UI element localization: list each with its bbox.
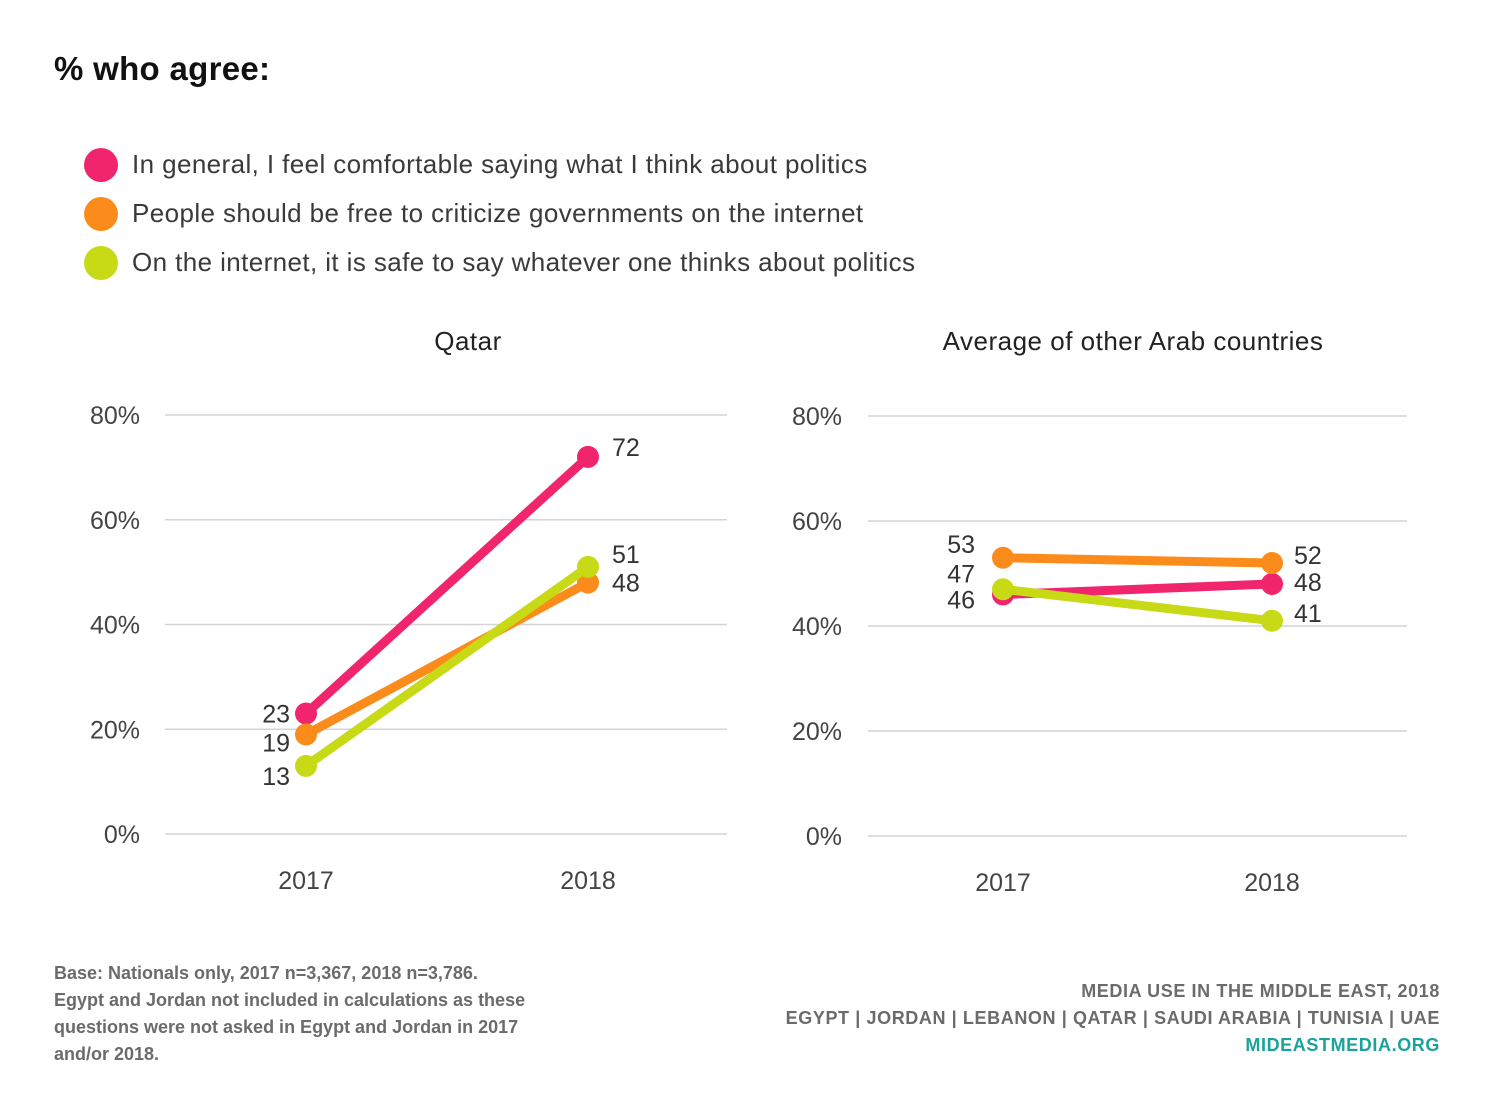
data-label: 47 [947, 560, 975, 588]
data-point [1261, 552, 1283, 574]
data-label: 48 [1294, 569, 1322, 597]
y-tick-label: 20% [792, 718, 842, 746]
y-tick-label: 0% [104, 821, 140, 849]
y-tick-label: 60% [90, 507, 140, 535]
credits: MEDIA USE IN THE MIDDLE EAST, 2018 EGYPT… [786, 978, 1440, 1059]
data-label: 23 [262, 701, 290, 729]
footnote-line: questions were not asked in Egypt and Jo… [54, 1017, 519, 1037]
x-tick-label: 2017 [975, 869, 1031, 897]
legend: In general, I feel comfortable saying wh… [84, 140, 915, 287]
charts-area: Qatar 0% 20% 40% 60% 80% 2017 2018 23 72 19 48 13 51 A… [90, 326, 1407, 897]
series-line [301, 452, 593, 719]
data-point [992, 578, 1014, 601]
y-tick-label: 20% [90, 716, 140, 744]
data-point [577, 555, 599, 578]
y-tick-label: 40% [792, 613, 842, 641]
data-point [992, 546, 1014, 569]
series-line [998, 553, 1277, 568]
legend-item-safe-online: On the internet, it is safe to say whate… [84, 238, 915, 287]
data-label: 48 [612, 570, 640, 598]
data-point [295, 723, 317, 746]
y-tick-label: 80% [90, 402, 140, 430]
footnote: Base: Nationals only, 2017 n=3,367, 2018… [54, 960, 634, 1068]
credits-site-link[interactable]: MIDEASTMEDIA.ORG [1245, 1035, 1440, 1055]
data-label: 19 [262, 729, 290, 757]
data-label: 52 [1294, 542, 1322, 570]
footnote-line: Base: Nationals only, 2017 n=3,367, 2018… [54, 963, 478, 983]
data-label: 41 [1294, 600, 1322, 628]
x-tick-label: 2018 [560, 867, 616, 895]
data-label: 51 [612, 541, 640, 569]
legend-label: On the internet, it is safe to say whate… [132, 247, 916, 277]
legend-label: People should be free to criticize gover… [132, 198, 864, 228]
series-line [301, 578, 593, 739]
data-label: 72 [612, 434, 640, 462]
legend-dot-lime [84, 245, 118, 280]
footnote-line: and/or 2018. [54, 1044, 160, 1064]
y-tick-label: 80% [792, 403, 842, 431]
legend-label: In general, I feel comfortable saying wh… [132, 149, 868, 179]
data-point [1261, 609, 1283, 632]
chart-title: % who agree: [54, 50, 271, 87]
legend-dot-pink [84, 147, 118, 182]
credits-countries: EGYPT | JORDAN | LEBANON | QATAR | SAUDI… [785, 1008, 1440, 1028]
panel-title: Qatar [434, 326, 502, 356]
series-line [998, 584, 1277, 626]
series-line [301, 562, 593, 771]
legend-item-free-to-criticize: People should be free to criticize gover… [84, 189, 915, 238]
data-point [577, 571, 599, 594]
y-tick-label: 0% [806, 823, 842, 851]
legend-dot-orange [84, 196, 118, 231]
data-label: 53 [947, 531, 975, 559]
data-label: 13 [262, 763, 290, 791]
data-label: 46 [947, 587, 975, 615]
panel-title: Average of other Arab countries [943, 326, 1324, 356]
data-point [577, 445, 599, 468]
footnote-line: Egypt and Jordan not included in calcula… [54, 990, 526, 1010]
data-point [1261, 573, 1283, 595]
data-point [295, 754, 317, 777]
x-tick-label: 2018 [1244, 869, 1300, 897]
x-tick-label: 2017 [278, 867, 334, 895]
legend-item-comfortable: In general, I feel comfortable saying wh… [84, 140, 915, 189]
y-tick-label: 60% [792, 508, 842, 536]
y-tick-label: 40% [90, 612, 140, 640]
data-point [295, 702, 317, 725]
credits-title: MEDIA USE IN THE MIDDLE EAST, 2018 [1081, 981, 1440, 1001]
